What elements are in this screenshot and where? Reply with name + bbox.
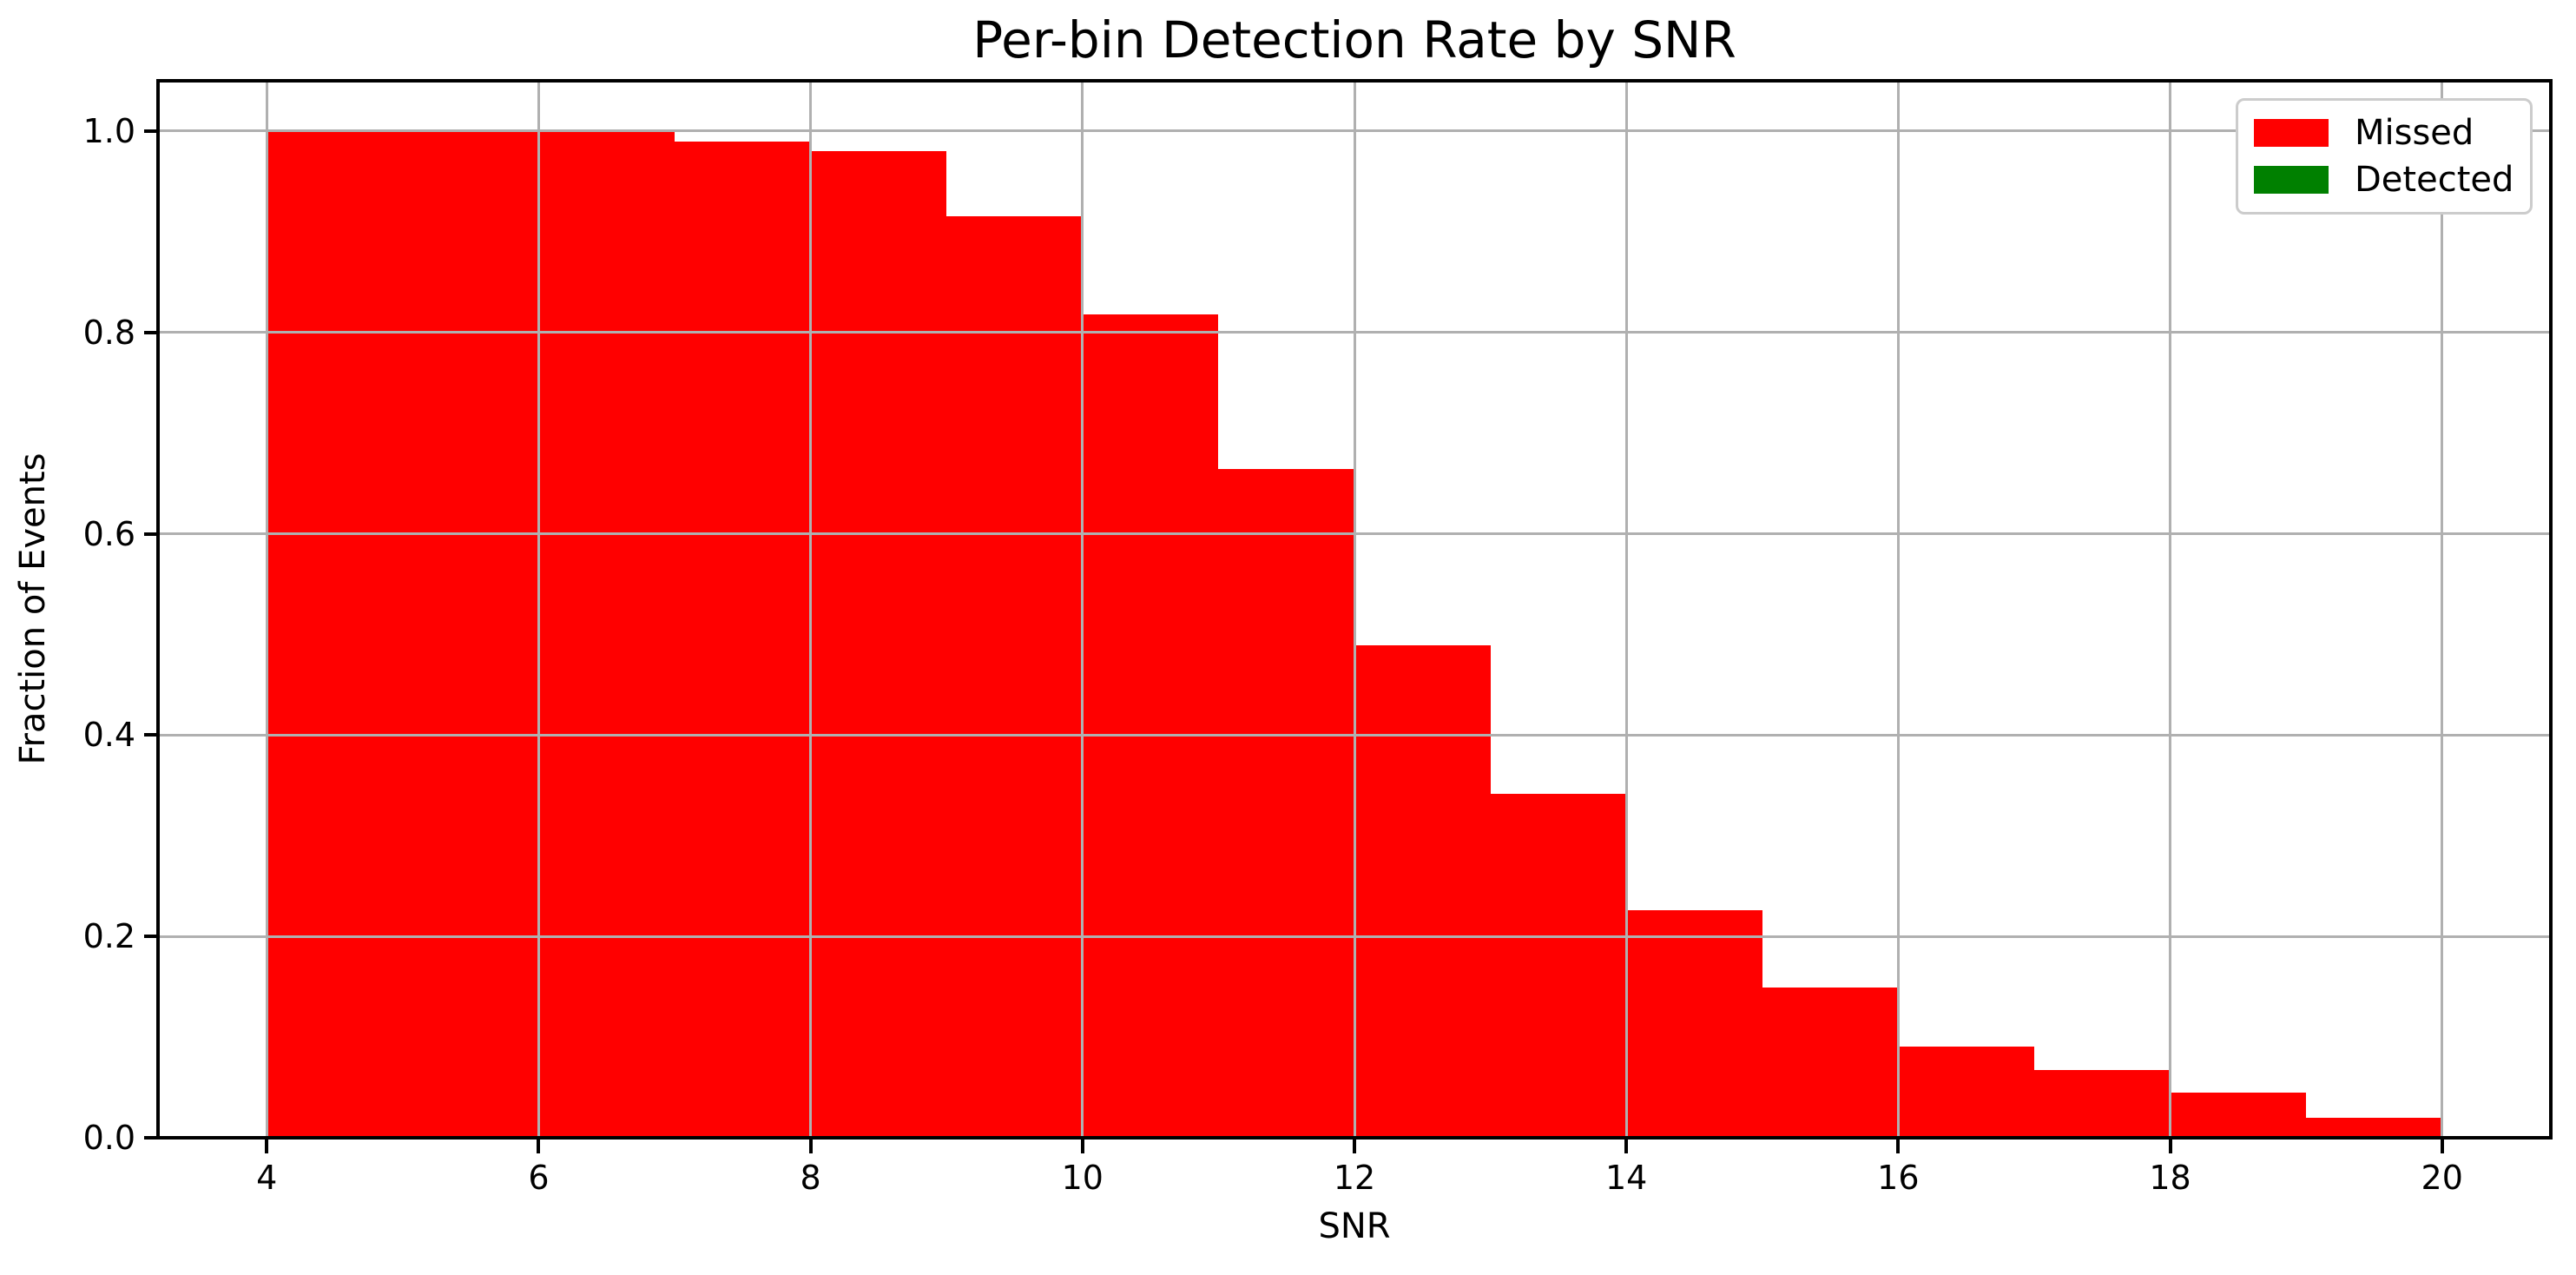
- legend-label-missed: Missed: [2355, 113, 2474, 154]
- y-tick-mark: [144, 733, 158, 737]
- y-tick-label: 0.0: [82, 1119, 135, 1157]
- histogram-bar: [675, 141, 811, 1138]
- y-tick-mark: [144, 1136, 158, 1140]
- y-tick-label: 0.2: [82, 917, 135, 956]
- detected-color-swatch: [2254, 165, 2329, 194]
- x-tick-mark: [1624, 1138, 1629, 1153]
- histogram-bar: [402, 130, 539, 1138]
- vertical-gridline: [1896, 81, 1900, 1138]
- x-tick-mark: [265, 1138, 269, 1153]
- x-tick-mark: [808, 1138, 813, 1153]
- vertical-gridline: [537, 81, 540, 1138]
- x-tick-label: 16: [1877, 1159, 1920, 1197]
- histogram-bar: [1218, 469, 1354, 1138]
- y-tick-mark: [144, 935, 158, 939]
- legend: Missed Detected: [2236, 98, 2533, 215]
- horizontal-gridline: [158, 532, 2551, 536]
- missed-color-swatch: [2254, 119, 2329, 148]
- horizontal-gridline: [158, 935, 2551, 938]
- legend-item-missed: Missed: [2254, 114, 2514, 152]
- histogram-bar: [1490, 793, 1627, 1138]
- x-tick-label: 12: [1333, 1159, 1376, 1197]
- histogram-bar: [1082, 314, 1219, 1138]
- y-tick-mark: [144, 532, 158, 536]
- histogram-bar: [1626, 910, 1762, 1138]
- histogram-bar: [538, 130, 675, 1138]
- x-tick-mark: [1080, 1138, 1084, 1153]
- x-tick-mark: [1353, 1138, 1356, 1153]
- legend-label-detected: Detected: [2355, 159, 2514, 200]
- histogram-bar: [2306, 1117, 2442, 1138]
- vertical-gridline: [2441, 81, 2444, 1138]
- chart-title: Per-bin Detection Rate by SNR: [972, 10, 1736, 69]
- histogram-bar: [1762, 988, 1899, 1138]
- x-axis-label: SNR: [1318, 1206, 1391, 1246]
- y-tick-label: 0.6: [82, 514, 135, 553]
- legend-item-detected: Detected: [2254, 161, 2514, 199]
- x-tick-label: 18: [2149, 1159, 2191, 1197]
- vertical-gridline: [2169, 81, 2172, 1138]
- y-tick-label: 1.0: [82, 111, 135, 150]
- x-tick-label: 10: [1061, 1159, 1104, 1197]
- histogram-bar: [1354, 645, 1491, 1138]
- x-tick-mark: [1896, 1138, 1901, 1153]
- horizontal-gridline: [158, 733, 2551, 737]
- vertical-gridline: [1353, 81, 1356, 1138]
- histogram-bar: [810, 151, 947, 1138]
- vertical-gridline: [1624, 81, 1628, 1138]
- histogram-bar: [946, 216, 1083, 1138]
- vertical-gridline: [1081, 81, 1084, 1138]
- y-tick-mark: [144, 129, 158, 133]
- horizontal-gridline: [158, 129, 2551, 133]
- x-tick-label: 20: [2421, 1159, 2463, 1197]
- x-tick-label: 14: [1604, 1159, 1648, 1197]
- horizontal-gridline: [158, 331, 2551, 334]
- x-tick-mark: [537, 1138, 541, 1153]
- x-tick-mark: [2168, 1138, 2172, 1153]
- vertical-gridline: [809, 81, 813, 1138]
- histogram-bar: [1898, 1046, 2034, 1138]
- histogram-bar: [2033, 1070, 2171, 1138]
- y-tick-label: 0.4: [82, 716, 135, 755]
- x-tick-label: 6: [528, 1159, 550, 1197]
- x-tick-label: 8: [800, 1159, 821, 1197]
- x-tick-mark: [2440, 1138, 2444, 1153]
- y-tick-label: 0.8: [82, 313, 135, 352]
- vertical-gridline: [265, 81, 268, 1138]
- histogram-bar: [267, 130, 403, 1138]
- histogram-bar: [2170, 1092, 2307, 1138]
- y-tick-mark: [144, 330, 158, 334]
- x-tick-label: 4: [256, 1159, 278, 1197]
